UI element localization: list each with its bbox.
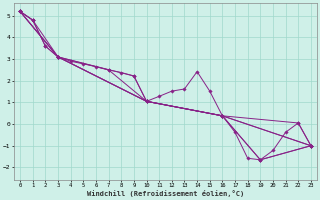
X-axis label: Windchill (Refroidissement éolien,°C): Windchill (Refroidissement éolien,°C) xyxy=(87,190,244,197)
